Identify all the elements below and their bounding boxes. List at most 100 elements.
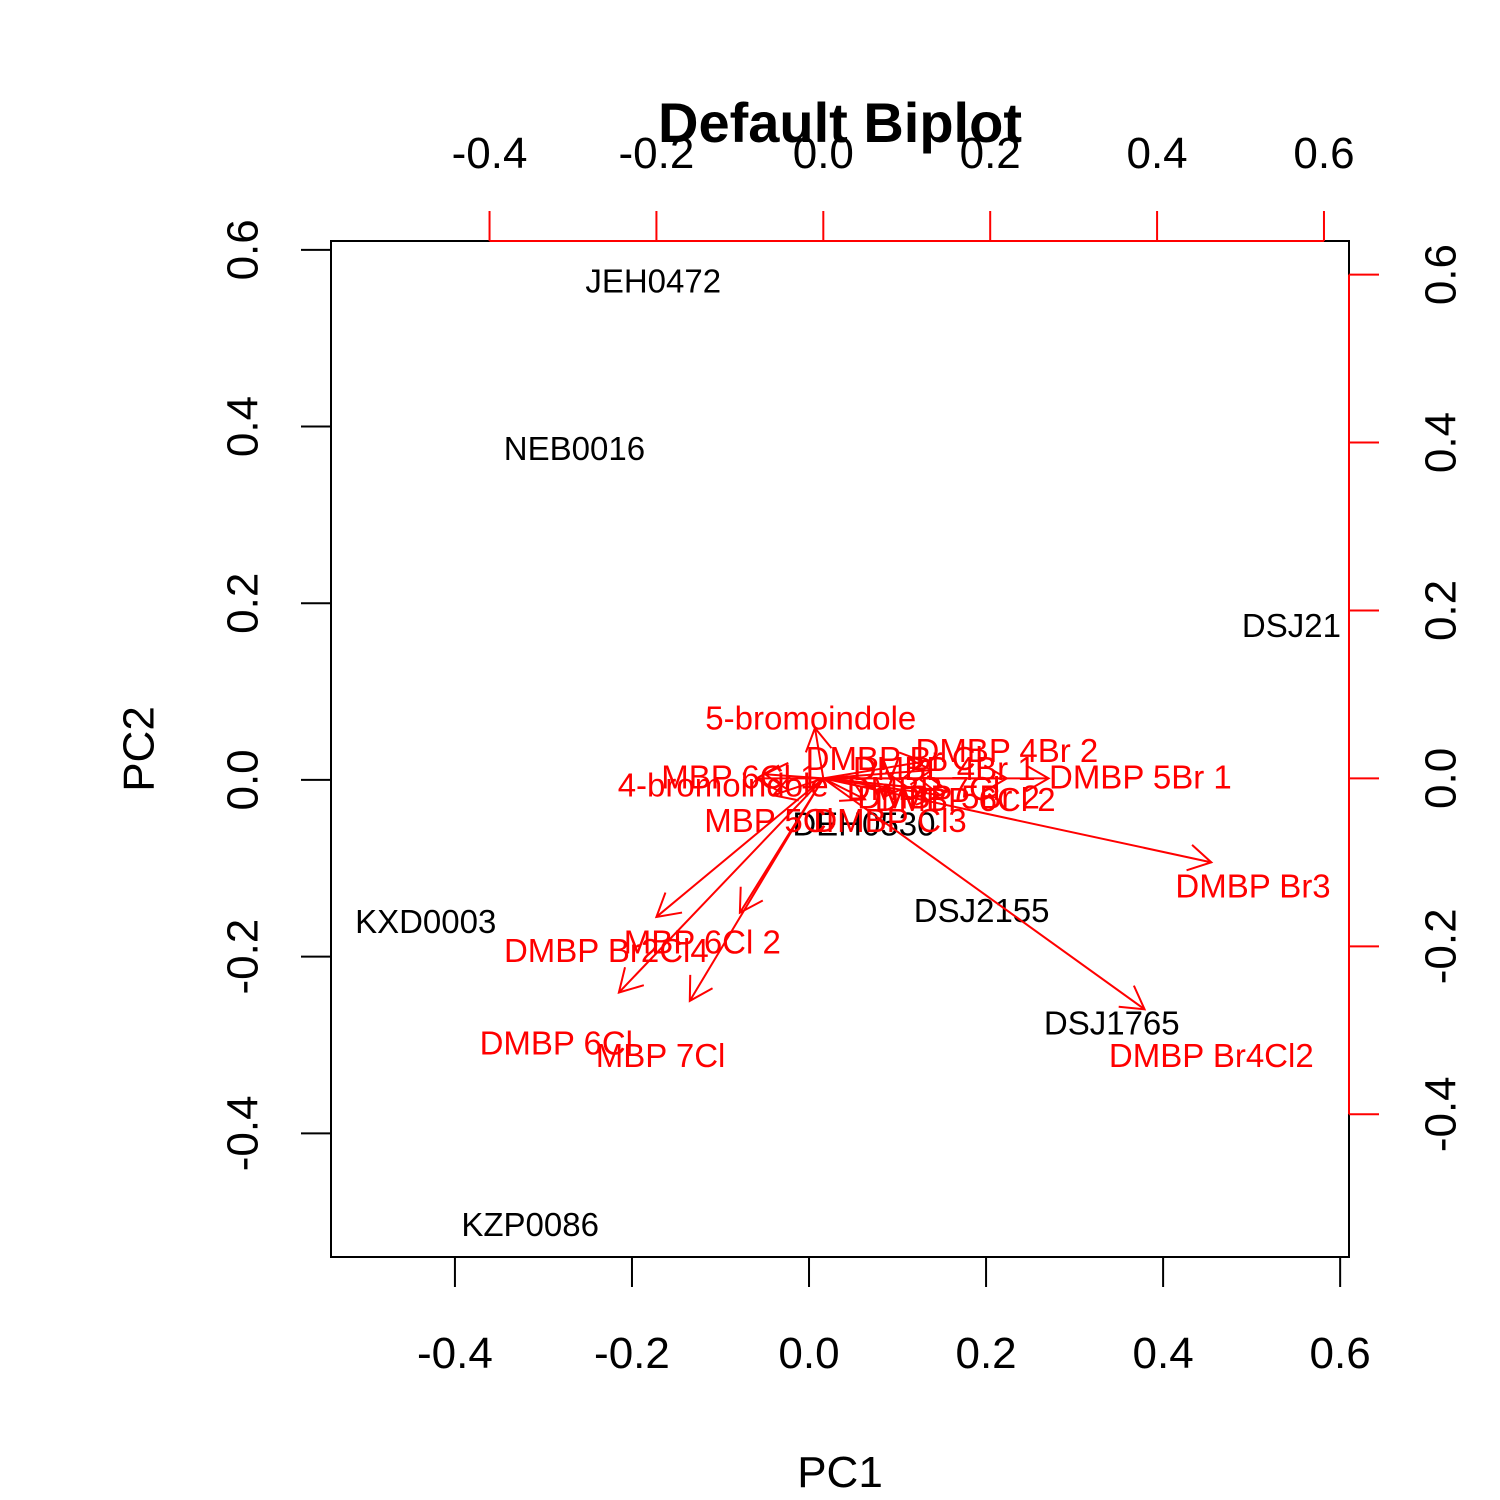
observation-label: DSJ21 bbox=[1242, 607, 1341, 644]
loading-arrow-head bbox=[654, 892, 683, 919]
loading-label: DMBP 5Br 1 bbox=[1049, 758, 1232, 795]
bottom-axis-tick-label: -0.4 bbox=[417, 1329, 493, 1378]
loading-arrow-shaft bbox=[823, 777, 907, 788]
loading-arrow-shaft bbox=[655, 777, 824, 918]
loading-arrow-shaft bbox=[772, 777, 824, 797]
loading-arrow-shaft bbox=[813, 727, 825, 779]
right-axis-tick-label: -0.4 bbox=[1416, 1076, 1465, 1152]
axes-layer: -0.4 -0.2 0.0 0.2 0.4 0.6 -0.4 -0.2 0.0 0.2 0.4 0.6… bbox=[218, 129, 1465, 1378]
loading-arrow: DMBP Br Cl bbox=[806, 740, 983, 780]
loading-arrow-shaft bbox=[822, 777, 866, 801]
loading-arrow: DMBP Br3 bbox=[823, 777, 1331, 904]
loading-label: MBP 7Cl bbox=[596, 1037, 726, 1074]
left-axis-tick-label: 0.6 bbox=[218, 219, 267, 280]
left-axis-tick-label: 0.0 bbox=[218, 749, 267, 810]
loading-arrow: DMBP 7Cl bbox=[823, 770, 1000, 807]
loading-arrow-head bbox=[738, 886, 764, 915]
y-axis-label: PC2 bbox=[114, 706, 163, 792]
loading-arrow-shaft bbox=[823, 768, 932, 780]
loading-arrow-head bbox=[688, 974, 714, 1003]
bottom-axis-tick-label: 0.4 bbox=[1133, 1329, 1194, 1378]
top-axis-tick-label: -0.4 bbox=[452, 129, 528, 178]
bottom-axis-tick-label: 0.2 bbox=[955, 1329, 1016, 1378]
loading-arrow: MBP 6Cl 1 bbox=[661, 758, 824, 795]
loading-arrow-shaft bbox=[764, 773, 824, 780]
observation-label: DEH0530 bbox=[792, 806, 935, 843]
loading-arrow-head bbox=[754, 764, 780, 793]
top-axis-tick-label: 0.6 bbox=[1293, 129, 1354, 178]
top-axis-tick-label: -0.2 bbox=[619, 129, 695, 178]
observation-label: DSJ1765 bbox=[1044, 1004, 1180, 1041]
loading-arrow: DMBP 4Br 1 bbox=[823, 750, 1036, 787]
observation-label: KZP0086 bbox=[461, 1206, 599, 1243]
loading-arrow: DMBP Cl3 bbox=[813, 777, 967, 839]
left-axis-tick-label: 0.4 bbox=[218, 396, 267, 457]
left-axis-tick-label: -0.2 bbox=[218, 919, 267, 995]
loading-arrow-head bbox=[882, 770, 909, 799]
loading-arrow-head bbox=[771, 775, 799, 802]
loading-arrow-shaft bbox=[823, 777, 1212, 864]
loading-arrow-shaft bbox=[823, 760, 924, 780]
loading-label: DMBP 4Br 2 bbox=[915, 732, 1098, 769]
loading-arrow-head bbox=[804, 726, 833, 753]
loading-arrow-head bbox=[1025, 764, 1051, 793]
loading-arrow: MBP 7Cl bbox=[596, 777, 825, 1074]
loading-label: DMBP Br3 bbox=[1175, 867, 1330, 904]
loading-arrow-head bbox=[839, 777, 867, 802]
loading-arrow-head bbox=[617, 967, 645, 994]
loading-label: 5-bromoindole bbox=[705, 699, 916, 736]
loading-label: DMBP 6Cl bbox=[480, 1024, 633, 1061]
loading-arrow-shaft bbox=[618, 777, 825, 994]
observations-layer: JEH0472 NEB0016 DSJ21 KXD0003 DSJ2155 DSJ1765… bbox=[355, 262, 1341, 1243]
loading-arrow-head bbox=[1186, 844, 1214, 872]
right-axis-tick-label: -0.2 bbox=[1416, 908, 1465, 984]
bottom-axis-tick-label: 0.6 bbox=[1310, 1329, 1371, 1378]
x-axis-label: PC1 bbox=[797, 1448, 883, 1497]
top-axis-tick-label: 0.2 bbox=[960, 129, 1021, 178]
observation-label: DSJ2155 bbox=[914, 892, 1050, 929]
loading-arrow: DMBP 6Cl bbox=[480, 777, 825, 1061]
right-axis-tick-label: 0.2 bbox=[1416, 580, 1465, 641]
loading-arrow: 5-bromoindole bbox=[705, 699, 916, 779]
observation-label: KXD0003 bbox=[355, 903, 496, 940]
loading-arrow-shaft bbox=[688, 777, 825, 1002]
bottom-axis: -0.4 -0.2 0.0 0.2 0.4 0.6 bbox=[417, 1256, 1371, 1378]
top-axis-tick-label: 0.0 bbox=[793, 129, 854, 178]
right-axis-tick-label: 0.0 bbox=[1416, 748, 1465, 809]
observation-label: JEH0472 bbox=[585, 262, 721, 299]
chart-title: Default Biplot bbox=[658, 91, 1022, 154]
loading-label: MBP 5Cl bbox=[704, 802, 834, 839]
loading-arrow-head bbox=[1118, 985, 1147, 1011]
loading-label: DMBP Br2Cl4 bbox=[504, 932, 709, 969]
loading-arrow: MBP 5Cl bbox=[704, 775, 834, 839]
right-axis-tick-label: 0.4 bbox=[1416, 412, 1465, 473]
bottom-axis-tick-label: -0.2 bbox=[594, 1329, 670, 1378]
right-axis-tick-label: 0.6 bbox=[1416, 244, 1465, 305]
top-axis-tick-label: 0.4 bbox=[1126, 129, 1187, 178]
left-axis-tick-label: -0.4 bbox=[218, 1095, 267, 1171]
loading-label: MBP 6Cl 2 bbox=[624, 924, 781, 961]
left-axis: -0.4 -0.2 0.0 0.2 0.4 0.6 bbox=[218, 219, 332, 1171]
right-axis: -0.4 -0.2 0.0 0.2 0.4 0.6 bbox=[1348, 244, 1465, 1152]
loading-arrow-head bbox=[907, 757, 934, 786]
loading-label: 4-bromoindole bbox=[618, 767, 829, 804]
loading-label: DMBP 4Br 1 bbox=[853, 750, 1036, 787]
loading-label: DMBP Br Cl bbox=[806, 740, 983, 777]
top-axis: -0.4 -0.2 0.0 0.2 0.4 0.6 bbox=[452, 129, 1355, 242]
loading-arrow: 4-bromoindole bbox=[618, 764, 829, 804]
loading-arrow-head bbox=[924, 774, 951, 803]
loading-arrow-shaft bbox=[822, 777, 1146, 1011]
loading-arrow: DMBP 5Br 1 bbox=[823, 758, 1232, 795]
loading-arrow: DMBP Br2Cl4 bbox=[504, 777, 824, 969]
left-axis-tick-label: 0.2 bbox=[218, 573, 267, 634]
loading-label: DMBP 7Cl bbox=[847, 770, 1000, 807]
observation-label: NEB0016 bbox=[504, 430, 645, 467]
loading-arrow-head bbox=[762, 761, 789, 790]
bottom-axis-tick-label: 0.0 bbox=[778, 1329, 839, 1378]
loading-label: DMBP Br4Cl2 bbox=[1109, 1037, 1314, 1074]
loading-arrow: DMBP Br4Cl2 bbox=[822, 777, 1314, 1074]
loading-label: DMBP Cl3 bbox=[813, 802, 966, 839]
loading-label: MBP 6Cl 1 bbox=[661, 758, 818, 795]
